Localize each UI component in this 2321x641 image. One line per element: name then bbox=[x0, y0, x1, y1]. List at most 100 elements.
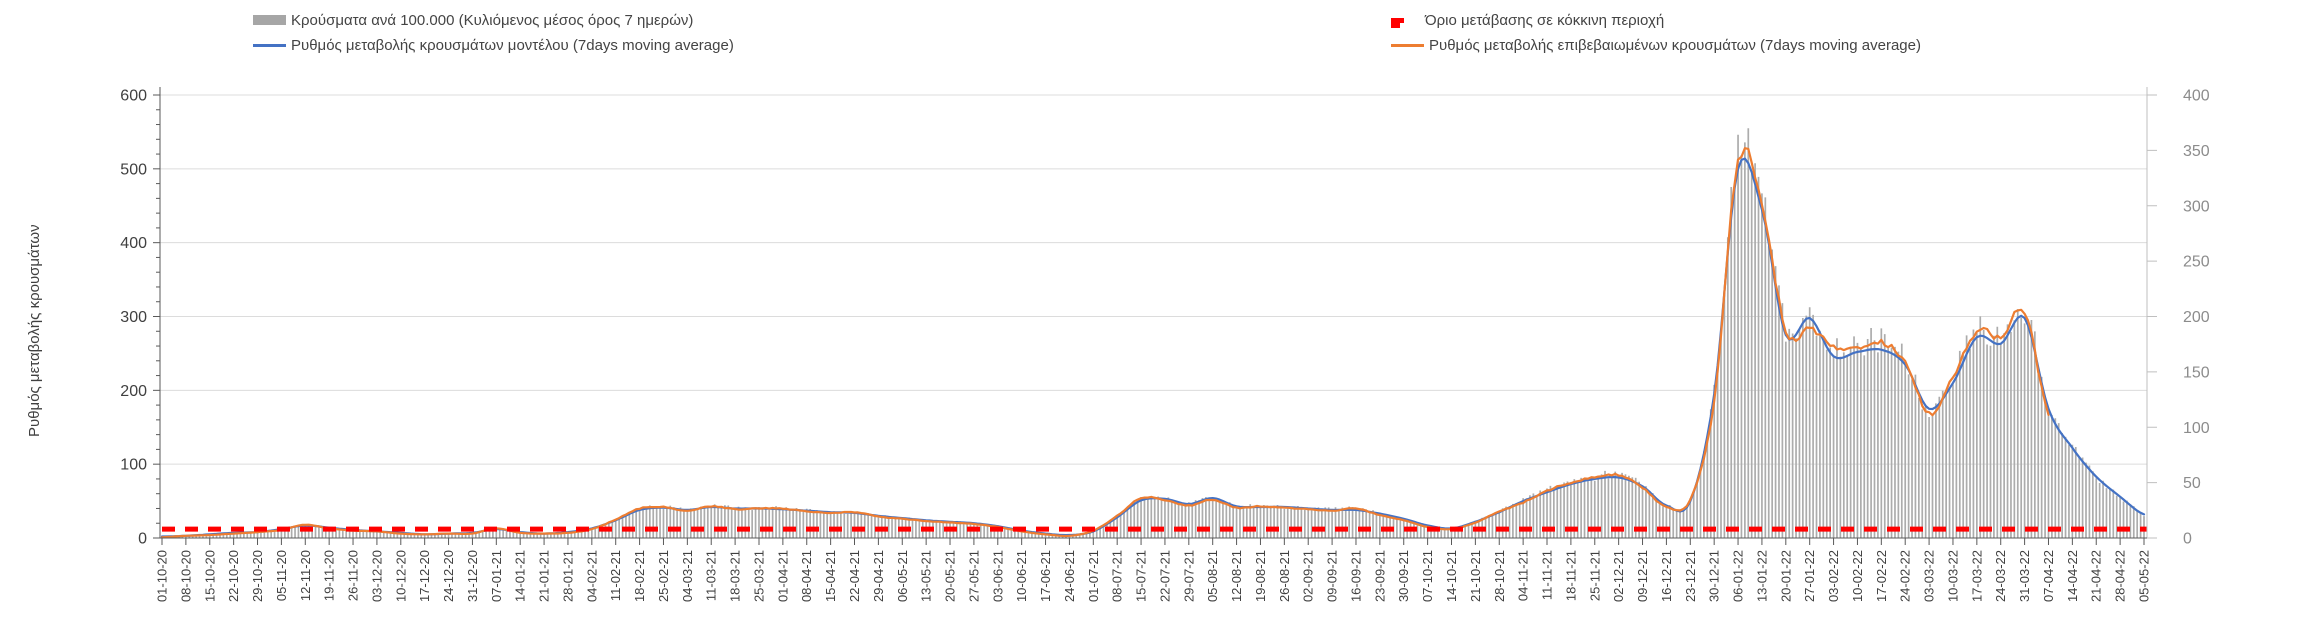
svg-text:50: 50 bbox=[2183, 475, 2201, 492]
svg-text:17-12-20: 17-12-20 bbox=[417, 550, 432, 602]
svg-text:0: 0 bbox=[2183, 531, 2192, 548]
svg-text:23-12-21: 23-12-21 bbox=[1683, 550, 1698, 602]
svg-text:18-03-21: 18-03-21 bbox=[728, 550, 743, 602]
left-axis-title: Ρυθμός μεταβολής κρουσμάτων bbox=[26, 224, 43, 437]
svg-text:22-04-21: 22-04-21 bbox=[847, 550, 862, 602]
svg-text:0: 0 bbox=[138, 531, 147, 548]
legend-item-model-line: Ρυθμός μεταβολής κρουσμάτων μοντέλου (7d… bbox=[253, 36, 734, 54]
svg-text:17-03-22: 17-03-22 bbox=[1969, 550, 1984, 602]
svg-text:13-05-21: 13-05-21 bbox=[919, 550, 934, 602]
svg-text:24-06-21: 24-06-21 bbox=[1062, 550, 1077, 602]
svg-text:09-09-21: 09-09-21 bbox=[1325, 550, 1340, 602]
svg-text:08-07-21: 08-07-21 bbox=[1110, 550, 1125, 602]
svg-text:22-10-20: 22-10-20 bbox=[226, 550, 241, 602]
svg-text:26-08-21: 26-08-21 bbox=[1277, 550, 1292, 602]
svg-text:31-03-22: 31-03-22 bbox=[2017, 550, 2032, 602]
svg-text:300: 300 bbox=[2183, 198, 2210, 215]
svg-text:28-01-21: 28-01-21 bbox=[560, 550, 575, 602]
svg-text:24-03-22: 24-03-22 bbox=[1993, 550, 2008, 602]
svg-text:10-03-22: 10-03-22 bbox=[1945, 550, 1960, 602]
svg-text:12-08-21: 12-08-21 bbox=[1229, 550, 1244, 602]
svg-text:23-09-21: 23-09-21 bbox=[1372, 550, 1387, 602]
svg-text:10-06-21: 10-06-21 bbox=[1014, 550, 1029, 602]
svg-text:09-12-21: 09-12-21 bbox=[1635, 550, 1650, 602]
svg-text:13-01-22: 13-01-22 bbox=[1754, 550, 1769, 602]
svg-text:19-11-20: 19-11-20 bbox=[322, 550, 337, 601]
svg-text:300: 300 bbox=[120, 309, 147, 326]
svg-text:20-01-22: 20-01-22 bbox=[1778, 550, 1793, 602]
svg-text:28-10-21: 28-10-21 bbox=[1492, 550, 1507, 602]
gray-bar-swatch-icon bbox=[253, 15, 286, 25]
svg-text:03-03-22: 03-03-22 bbox=[1922, 550, 1937, 602]
svg-text:500: 500 bbox=[120, 161, 147, 178]
legend-label-threshold: Όριο μετάβασης σε κόκκινη περιοχή bbox=[1425, 11, 1665, 29]
svg-text:07-04-22: 07-04-22 bbox=[2041, 550, 2056, 602]
svg-text:07-01-21: 07-01-21 bbox=[489, 550, 504, 602]
svg-text:06-05-21: 06-05-21 bbox=[895, 550, 910, 602]
svg-text:16-12-21: 16-12-21 bbox=[1659, 550, 1674, 602]
svg-text:14-01-21: 14-01-21 bbox=[513, 550, 528, 602]
svg-text:31-12-20: 31-12-20 bbox=[465, 550, 480, 602]
blue-line-swatch-icon bbox=[253, 43, 286, 47]
svg-text:10-02-22: 10-02-22 bbox=[1850, 550, 1865, 602]
svg-text:25-03-21: 25-03-21 bbox=[751, 550, 766, 602]
svg-text:100: 100 bbox=[120, 457, 147, 474]
svg-text:08-10-20: 08-10-20 bbox=[178, 550, 193, 602]
svg-text:350: 350 bbox=[2183, 143, 2210, 160]
svg-text:150: 150 bbox=[2183, 364, 2210, 381]
legend-item-cases-bars: Κρούσματα ανά 100.000 (Κυλιόμενος μέσος … bbox=[253, 11, 694, 29]
svg-text:26-11-20: 26-11-20 bbox=[346, 550, 361, 601]
svg-text:24-12-20: 24-12-20 bbox=[441, 550, 456, 602]
svg-text:03-12-20: 03-12-20 bbox=[369, 550, 384, 602]
svg-text:14-10-21: 14-10-21 bbox=[1444, 550, 1459, 602]
svg-text:30-09-21: 30-09-21 bbox=[1396, 550, 1411, 602]
svg-text:11-11-21: 11-11-21 bbox=[1540, 550, 1555, 600]
svg-text:05-05-22: 05-05-22 bbox=[2137, 550, 2152, 602]
svg-text:250: 250 bbox=[2183, 254, 2210, 271]
svg-text:29-07-21: 29-07-21 bbox=[1181, 550, 1196, 602]
svg-text:05-08-21: 05-08-21 bbox=[1205, 550, 1220, 602]
svg-text:04-11-21: 04-11-21 bbox=[1516, 550, 1531, 601]
red-dash-swatch-icon bbox=[1391, 17, 1420, 28]
svg-text:25-11-21: 25-11-21 bbox=[1587, 550, 1602, 601]
svg-text:15-07-21: 15-07-21 bbox=[1134, 550, 1149, 602]
svg-text:12-11-20: 12-11-20 bbox=[298, 550, 313, 601]
svg-text:400: 400 bbox=[2183, 88, 2210, 105]
svg-text:16-09-21: 16-09-21 bbox=[1348, 550, 1363, 602]
svg-text:04-03-21: 04-03-21 bbox=[680, 550, 695, 602]
svg-text:27-01-22: 27-01-22 bbox=[1802, 550, 1817, 602]
svg-text:400: 400 bbox=[120, 235, 147, 252]
orange-line-swatch-icon bbox=[1391, 43, 1424, 47]
svg-text:27-05-21: 27-05-21 bbox=[966, 550, 981, 602]
legend-label-model: Ρυθμός μεταβολής κρουσμάτων μοντέλου (7d… bbox=[291, 36, 734, 54]
svg-text:15-04-21: 15-04-21 bbox=[823, 550, 838, 602]
svg-text:03-06-21: 03-06-21 bbox=[990, 550, 1005, 602]
svg-text:10-12-20: 10-12-20 bbox=[393, 550, 408, 602]
svg-text:02-12-21: 02-12-21 bbox=[1611, 550, 1626, 602]
svg-text:05-11-20: 05-11-20 bbox=[274, 550, 289, 601]
svg-text:06-01-22: 06-01-22 bbox=[1731, 550, 1746, 602]
svg-text:200: 200 bbox=[120, 383, 147, 400]
svg-text:21-04-22: 21-04-22 bbox=[2089, 550, 2104, 602]
svg-text:01-10-20: 01-10-20 bbox=[155, 550, 170, 602]
svg-text:18-02-21: 18-02-21 bbox=[632, 550, 647, 602]
legend-label-cases: Κρούσματα ανά 100.000 (Κυλιόμενος μέσος … bbox=[291, 11, 694, 29]
svg-text:04-02-21: 04-02-21 bbox=[584, 550, 599, 602]
svg-text:100: 100 bbox=[2183, 420, 2210, 437]
svg-text:600: 600 bbox=[120, 88, 147, 105]
svg-text:02-09-21: 02-09-21 bbox=[1301, 550, 1316, 602]
svg-text:11-02-21: 11-02-21 bbox=[608, 550, 623, 601]
svg-text:24-02-22: 24-02-22 bbox=[1898, 550, 1913, 602]
legend-label-confirmed: Ρυθμός μεταβολής επιβεβαιωμένων κρουσμάτ… bbox=[1429, 36, 1921, 54]
svg-text:18-11-21: 18-11-21 bbox=[1563, 550, 1578, 601]
svg-text:29-10-20: 29-10-20 bbox=[250, 550, 265, 602]
svg-text:22-07-21: 22-07-21 bbox=[1157, 550, 1172, 602]
svg-text:28-04-22: 28-04-22 bbox=[2113, 550, 2128, 602]
svg-text:07-10-21: 07-10-21 bbox=[1420, 550, 1435, 602]
svg-text:21-10-21: 21-10-21 bbox=[1468, 550, 1483, 602]
svg-text:08-04-21: 08-04-21 bbox=[799, 550, 814, 602]
svg-text:03-02-22: 03-02-22 bbox=[1826, 550, 1841, 602]
svg-text:17-02-22: 17-02-22 bbox=[1874, 550, 1889, 602]
